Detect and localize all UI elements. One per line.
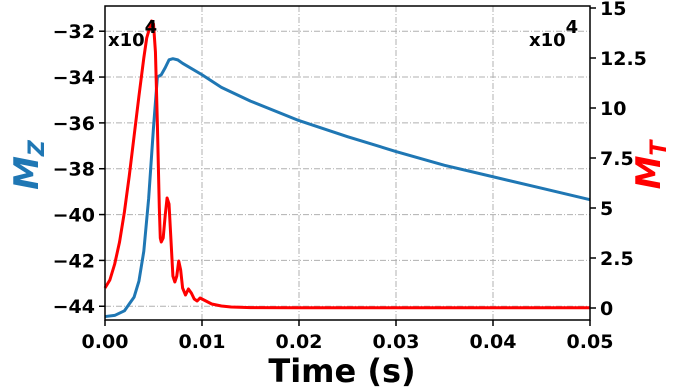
right-tick-label: 5 <box>600 198 613 220</box>
left-tick-label: −40 <box>53 205 95 227</box>
right-axis-multiplier: x104 <box>529 17 578 51</box>
left-tick-label: −42 <box>53 250 95 272</box>
left-axis-label: MZ <box>7 139 50 190</box>
x-tick-label: 0.04 <box>470 331 517 353</box>
right-tick-label: 12.5 <box>600 48 647 70</box>
plot-frame <box>104 5 591 321</box>
left-tick-label: −44 <box>53 296 95 318</box>
x-tick-label: 0.03 <box>373 331 420 353</box>
right-tick-label: 15 <box>600 0 626 20</box>
right-tick-label: 2.5 <box>600 248 634 270</box>
right-axis-label: MT <box>629 139 672 190</box>
left-tick-label: −32 <box>53 21 95 43</box>
x-tick-label: 0.00 <box>82 331 129 353</box>
right-tick-label: 7.5 <box>600 148 634 170</box>
x-axis-label: Time (s) <box>268 352 415 390</box>
left-tick-label: −38 <box>53 159 95 181</box>
left-tick-label: −36 <box>53 113 95 135</box>
right-tick-label: 10 <box>600 98 626 120</box>
mt-series-line <box>103 19 590 310</box>
left-axis-multiplier: x104 <box>108 17 157 51</box>
x-tick-label: 0.05 <box>567 331 614 353</box>
plot-area-border <box>104 5 591 321</box>
mz-series-line <box>104 57 591 319</box>
ticks: 0.00 0.01 0.02 0.03 0.04 0.05 −32 −34 −36 −38 −40 −… <box>53 0 647 353</box>
right-tick-label: 0 <box>600 298 613 320</box>
x-tick-label: 0.02 <box>276 331 323 353</box>
series-layer <box>103 19 591 319</box>
left-tick-label: −34 <box>53 67 95 89</box>
x-tick-label: 0.01 <box>179 331 226 353</box>
